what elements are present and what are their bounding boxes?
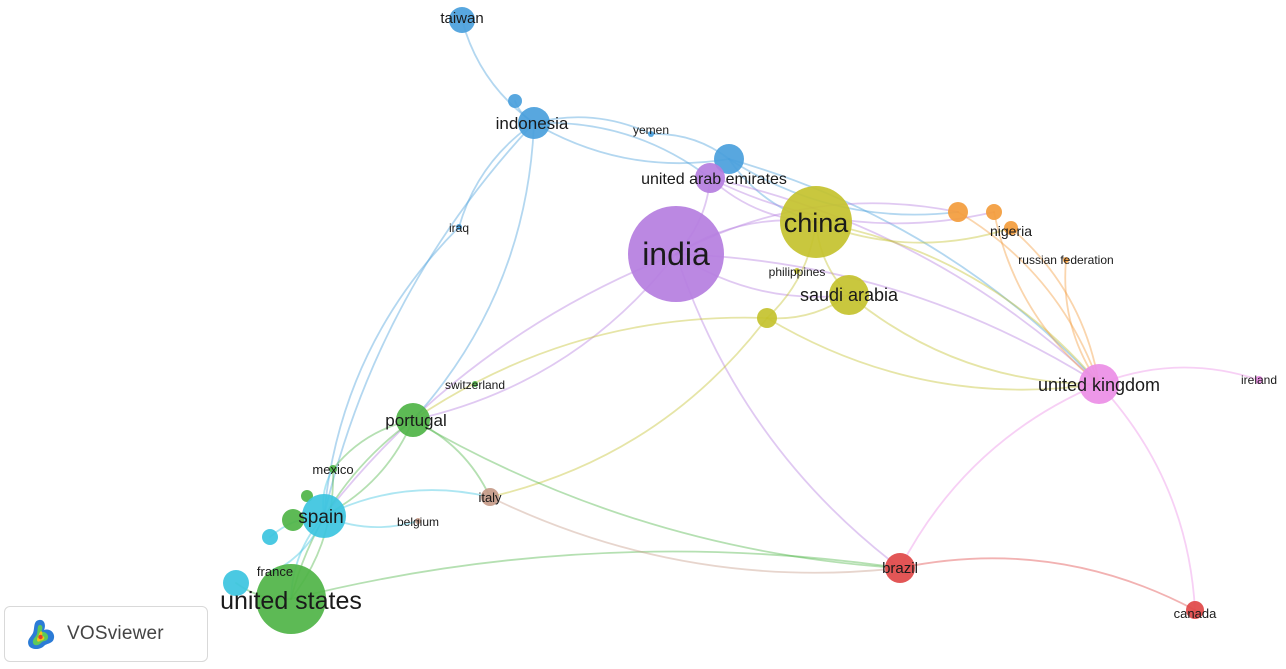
label-spain: spain — [298, 507, 343, 528]
edge-orange2-uk — [993, 211, 1100, 385]
node-saudi[interactable] — [829, 275, 869, 315]
edge-indonesia-spain — [323, 122, 535, 517]
vosviewer-badge[interactable]: VOSviewer — [4, 606, 208, 662]
node-green_spain[interactable] — [282, 509, 304, 531]
edge-olive_small-italy — [489, 317, 768, 498]
edge-china-uk — [815, 221, 1100, 385]
edge-italy-brazil — [489, 496, 901, 574]
node-blue_node[interactable] — [714, 144, 744, 174]
node-italy[interactable] — [481, 488, 499, 506]
label-uae: united arab emirates — [641, 171, 787, 188]
edge-india-uk — [675, 253, 1100, 385]
edge-iraq-spain — [323, 226, 460, 517]
edge-usa-brazil — [290, 550, 901, 600]
node-orange1[interactable] — [948, 202, 968, 222]
label-iraq: iraq — [449, 221, 469, 235]
labels-layer: taiwan indonesia yemen united arab emirates… — [220, 10, 1277, 621]
label-belgium: belgium — [397, 515, 439, 529]
label-taiwan: taiwan — [440, 10, 483, 27]
node-indonesia[interactable] — [518, 107, 550, 139]
node-portugal[interactable] — [396, 403, 430, 437]
label-france: france — [257, 564, 293, 579]
node-russia[interactable] — [1063, 257, 1069, 263]
label-uk: united kingdom — [1038, 375, 1160, 395]
node-uk[interactable] — [1079, 364, 1119, 404]
node-taiwan[interactable] — [449, 7, 475, 33]
label-india: india — [642, 236, 710, 272]
node-spain[interactable] — [302, 494, 346, 538]
edge-indonesia-uae — [533, 121, 711, 179]
label-indonesia: indonesia — [496, 114, 569, 133]
label-brazil: brazil — [882, 560, 918, 577]
label-ireland: ireland — [1241, 373, 1277, 387]
edge-brazil-canada — [899, 557, 1196, 611]
edge-india-spain — [323, 253, 677, 517]
edge-uae-uk — [709, 177, 1100, 385]
label-usa: united states — [220, 587, 362, 615]
label-portugal: portugal — [385, 411, 446, 430]
label-saudi: saudi arabia — [800, 285, 899, 305]
edge-blue_node-uk — [728, 158, 1100, 385]
label-italy: italy — [478, 490, 502, 505]
edge-spain-italy — [323, 489, 491, 517]
node-indonesia_small[interactable] — [508, 94, 522, 108]
edge-olive_small-portugal — [412, 316, 768, 421]
label-switzerland: switzerland — [445, 378, 505, 392]
label-russia: russian federation — [1018, 253, 1113, 267]
edge-taiwan-indonesia — [461, 19, 535, 124]
edge-orange1-uk — [957, 211, 1100, 385]
node-yemen[interactable] — [648, 131, 654, 137]
node-nigeria[interactable] — [1004, 221, 1018, 235]
node-canada[interactable] — [1186, 601, 1204, 619]
nodes-layer — [223, 7, 1263, 634]
node-china[interactable] — [780, 186, 852, 258]
vosviewer-brand-label: VOSviewer — [67, 623, 164, 644]
node-france_node[interactable] — [223, 570, 249, 596]
edge-uk-brazil — [899, 383, 1100, 569]
label-mexico: mexico — [312, 462, 353, 477]
edges-layer — [235, 19, 1260, 611]
edge-indonesia-portugal — [412, 122, 535, 421]
label-china: china — [784, 208, 850, 238]
node-brazil[interactable] — [885, 553, 915, 583]
node-green_small[interactable] — [301, 490, 313, 502]
vosviewer-logo-icon — [28, 619, 55, 649]
node-uae[interactable] — [695, 163, 725, 193]
node-india[interactable] — [628, 206, 724, 302]
edge-india-brazil — [675, 253, 901, 569]
edge-indonesia-blue_node — [533, 122, 730, 165]
node-switzerland[interactable] — [472, 381, 478, 387]
edge-saudi-uk — [848, 294, 1100, 385]
node-belgium[interactable] — [415, 518, 421, 524]
label-canada: canada — [1174, 606, 1217, 621]
node-olive_small[interactable] — [757, 308, 777, 328]
node-philippines[interactable] — [794, 268, 800, 274]
node-mexico[interactable] — [329, 465, 337, 473]
edge-nigeria-uk — [1010, 227, 1100, 385]
node-cyan_small[interactable] — [262, 529, 278, 545]
edge-uk-canada — [1098, 383, 1196, 611]
edge-olive_small-uk — [766, 317, 1100, 391]
node-orange2[interactable] — [986, 204, 1002, 220]
node-ireland[interactable] — [1255, 376, 1263, 384]
label-yemen: yemen — [633, 123, 669, 137]
label-nigeria: nigeria — [990, 223, 1032, 239]
edge-portugal-brazil — [412, 419, 901, 569]
label-philippines: philippines — [769, 265, 826, 279]
node-usa[interactable] — [256, 564, 326, 634]
node-iraq[interactable] — [456, 224, 462, 230]
